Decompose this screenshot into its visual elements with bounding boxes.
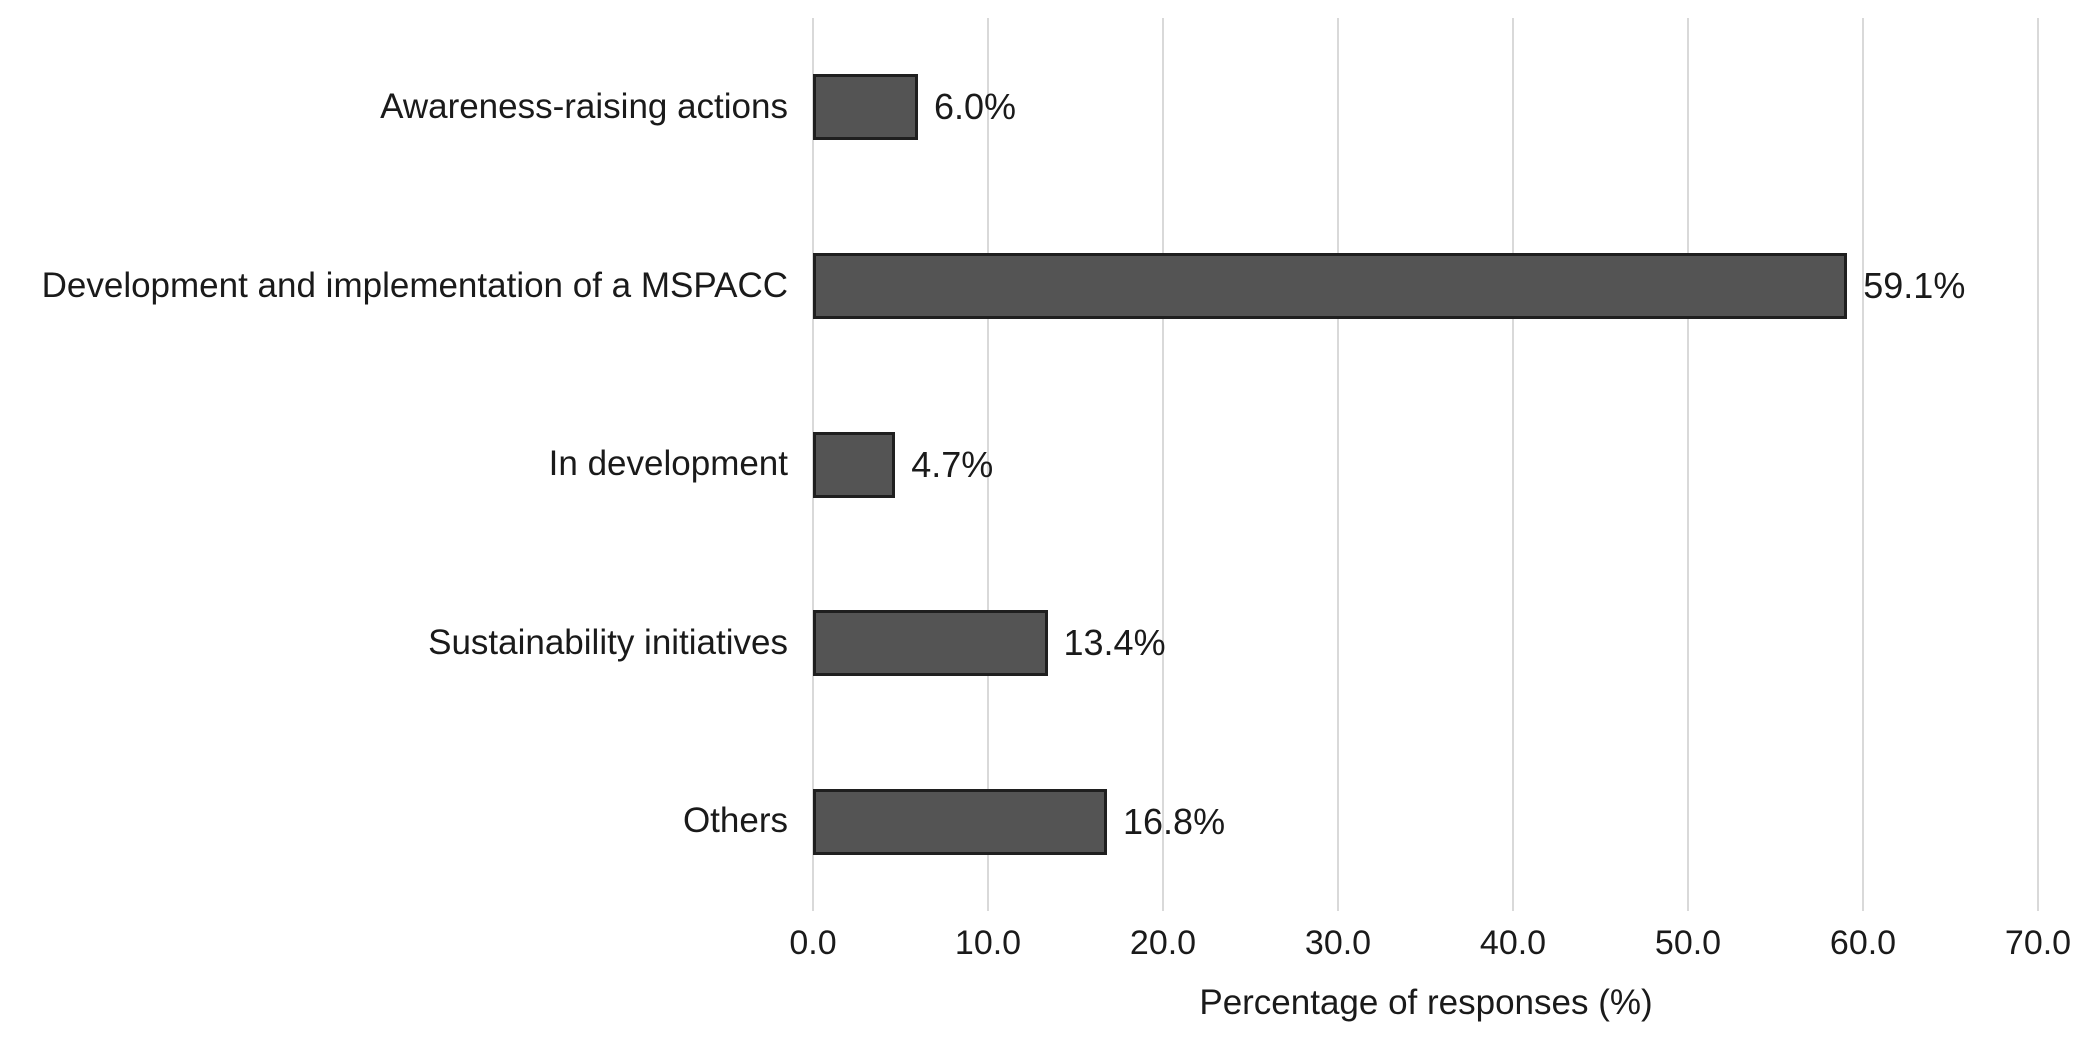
- gridline-x-20.0: [1162, 18, 1164, 911]
- bar: [813, 431, 896, 498]
- bar: [813, 74, 918, 141]
- gridline-x-40.0: [1512, 18, 1514, 911]
- category-label: In development: [548, 444, 788, 484]
- x-tick-label: 50.0: [1654, 924, 1722, 962]
- x-tick-label: 70.0: [2004, 924, 2072, 962]
- x-tick-label: 60.0: [1829, 924, 1897, 962]
- gridline-x-50.0: [1687, 18, 1689, 911]
- category-label: Development and implementation of a MSPA…: [41, 265, 788, 305]
- category-label: Awareness-raising actions: [380, 87, 788, 127]
- gridline-x-70.0: [2037, 18, 2039, 911]
- category-label: Others: [682, 801, 788, 841]
- x-tick-label: 10.0: [954, 924, 1022, 962]
- value-label: 13.4%: [1063, 622, 1166, 664]
- bar: [813, 252, 1848, 319]
- value-label: 6.0%: [934, 86, 1017, 128]
- x-tick-label: 30.0: [1304, 924, 1372, 962]
- bar: [813, 788, 1107, 855]
- gridline-x-60.0: [1862, 18, 1864, 911]
- x-tick-label: 20.0: [1129, 924, 1197, 962]
- category-label: Sustainability initiatives: [428, 622, 788, 662]
- value-label: 59.1%: [1863, 264, 1966, 306]
- x-tick-label: 40.0: [1479, 924, 1547, 962]
- value-label: 4.7%: [911, 443, 994, 485]
- x-tick-label: 0.0: [789, 924, 837, 962]
- bar: [813, 610, 1048, 677]
- value-label: 16.8%: [1123, 800, 1226, 842]
- gridline-x-10.0: [987, 18, 989, 911]
- gridline-x-30.0: [1337, 18, 1339, 911]
- x-axis-title: Percentage of responses (%): [1199, 983, 1653, 1022]
